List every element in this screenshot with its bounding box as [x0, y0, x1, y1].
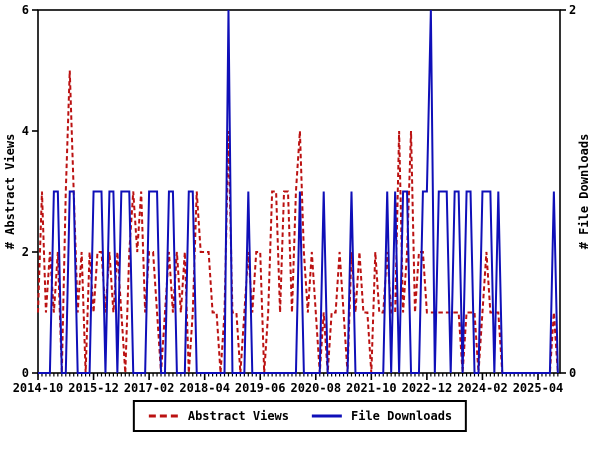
- x-axis-tick-label: 2017-02: [124, 381, 175, 395]
- plot-frame: [37, 9, 561, 374]
- abstract-views-line: [37, 70, 559, 374]
- x-axis-tick-label: 2025-04: [513, 381, 564, 395]
- x-axis-tick-label: 2021-10: [346, 381, 397, 395]
- legend-label-abstract-views: Abstract Views: [187, 409, 289, 423]
- right-axis-title: # File Downloads: [577, 134, 591, 250]
- left-axis-tick-label: 6: [22, 3, 29, 17]
- left-axis-tick-label: 0: [22, 366, 29, 380]
- x-axis-tick-label: 2019-06: [235, 381, 286, 395]
- legend-item-file-downloads: File Downloads: [311, 409, 452, 423]
- legend-label-file-downloads: File Downloads: [351, 409, 453, 423]
- legend-item-abstract-views: Abstract Views: [148, 409, 289, 423]
- left-axis-title: # Abstract Views: [3, 134, 17, 250]
- x-axis-tick-label: 2015-12: [68, 381, 119, 395]
- x-axis-tick-label: 2020-08: [290, 381, 341, 395]
- right-axis-tick-label: 2: [569, 3, 576, 17]
- x-axis-tick-label: 2018-04: [179, 381, 230, 395]
- legend: Abstract Views File Downloads: [132, 400, 468, 432]
- x-axis-tick-label: 2022-12: [402, 381, 453, 395]
- left-axis-tick-label: 2: [22, 245, 29, 259]
- file-downloads-line-sample: [312, 414, 342, 418]
- x-axis-tick-label: 2024-02: [457, 381, 508, 395]
- x-axis-tick-label: 2014-10: [13, 381, 64, 395]
- right-axis-tick-label: 0: [569, 366, 576, 380]
- abstract-views-line-sample: [148, 414, 179, 418]
- file-downloads-line: [38, 9, 559, 374]
- left-axis-tick-label: 4: [22, 124, 29, 138]
